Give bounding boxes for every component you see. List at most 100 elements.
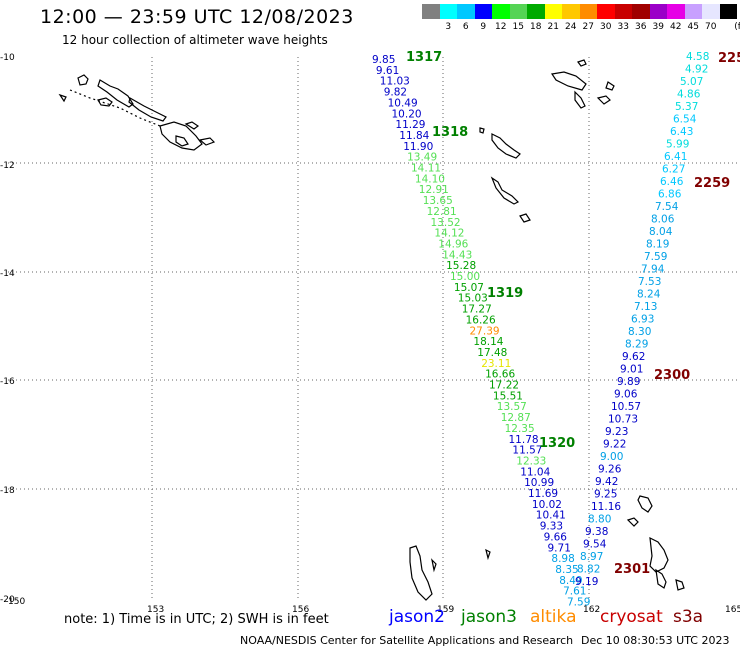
scale-label: 9 xyxy=(480,22,487,32)
track-1317-value: 18.14 xyxy=(473,336,503,348)
x-tick-label: 156 xyxy=(292,605,309,615)
track-1317-value: 9.61 xyxy=(376,65,399,77)
track-2259-value: 9.01 xyxy=(620,364,643,376)
mission-jason2: jason2 xyxy=(389,607,445,627)
track-2259-value: 8.29 xyxy=(625,339,648,351)
mission-cryosat: cryosat xyxy=(600,607,663,627)
scale-swatch xyxy=(649,4,667,19)
scale-unit: (ft) xyxy=(734,22,740,32)
track-1317-value: 15.07 xyxy=(454,282,484,294)
scale-swatch xyxy=(614,4,632,19)
scale-label: 42 xyxy=(670,22,682,32)
scale-swatch xyxy=(667,4,685,19)
track-1317-value: 9.66 xyxy=(544,531,568,543)
scale-swatch xyxy=(474,4,492,19)
track-1317-value: 11.69 xyxy=(528,488,558,500)
coastline-solomon-3 xyxy=(97,97,113,107)
track-1317-value: 13.57 xyxy=(497,401,527,413)
track-1317-value: 23.11 xyxy=(481,358,511,370)
track-1317-value: 13.65 xyxy=(423,195,453,207)
track-2259-value: 7.54 xyxy=(655,201,679,213)
track-2259-value: 9.06 xyxy=(614,389,638,401)
track-2259-value: 6.54 xyxy=(673,114,697,126)
scale-label: 30 xyxy=(600,22,612,32)
track-1317-value: 14.96 xyxy=(438,238,468,250)
scale-label: 39 xyxy=(652,22,664,32)
pass-label: 2301 xyxy=(614,562,650,577)
track-1317-value: 8.98 xyxy=(551,553,574,565)
track-1317-value: 10.99 xyxy=(524,477,554,489)
track-1317-value: 15.51 xyxy=(493,390,523,402)
coastline-vanuatu-5 xyxy=(577,59,587,67)
track-2259-value: 9.22 xyxy=(603,439,626,451)
scale-swatch xyxy=(457,4,475,19)
track-2259-value: 8.30 xyxy=(628,326,651,338)
coastline-vanuatu-4 xyxy=(605,81,615,91)
scale-label: 3 xyxy=(445,22,452,32)
coastline-island-4 xyxy=(519,213,531,223)
scale-swatch xyxy=(632,4,650,19)
track-1317-value: 12.87 xyxy=(501,412,531,424)
track-2259-value: 4.92 xyxy=(685,64,708,76)
track-2259-value: 9.00 xyxy=(600,451,623,463)
track-2259-value: 9.23 xyxy=(605,426,628,438)
track-1317-value: 13.49 xyxy=(407,152,437,164)
coastline-australia-3 xyxy=(485,548,491,561)
track-2259-value: 9.25 xyxy=(594,489,617,501)
scale-swatch xyxy=(439,4,457,19)
scale-swatch xyxy=(527,4,545,19)
track-1317-value: 7.59 xyxy=(567,597,590,609)
coastline-dotted-chain xyxy=(69,89,161,127)
footer-credit: NOAA/NESDIS Center for Satellite Applica… xyxy=(240,634,574,647)
coastline-solomon-9 xyxy=(58,93,67,103)
altimeter-tracks: 9.859.6111.039.8210.4910.2011.2911.8411.… xyxy=(372,51,709,609)
scale-label: 15 xyxy=(512,22,524,32)
track-1317-value: 11.29 xyxy=(395,119,425,131)
pass-labels: 1317 1318 1319 1320 2259 2300 2301 225 xyxy=(406,50,740,577)
track-1317-value: 11.90 xyxy=(403,141,433,153)
track-1317-value: 10.49 xyxy=(388,97,418,109)
coastline-solomon-8 xyxy=(184,121,200,130)
track-2259-value: 9.19 xyxy=(575,576,598,588)
mission-jason3: jason3 xyxy=(461,607,517,627)
track-1317-value: 9.71 xyxy=(548,542,571,554)
track-1317-value: 14.43 xyxy=(442,249,472,261)
scale-label: 27 xyxy=(582,22,594,32)
track-1317-value: 9.85 xyxy=(372,54,395,66)
track-1317-value: 8.35 xyxy=(555,564,578,576)
track-2259-value: 9.62 xyxy=(622,351,645,363)
scale-label: 45 xyxy=(687,22,699,32)
y-tick-label: -16 xyxy=(0,377,15,387)
track-1317-value: 12.35 xyxy=(505,423,535,435)
map-grid: 150 153 156 159 162 165 -10 -12 -14 -16 -18 -20 xyxy=(0,53,740,615)
scale-label: 24 xyxy=(565,22,577,32)
track-1317-value: 13.52 xyxy=(431,217,461,229)
page-title: 12:00 — 23:59 UTC 12/08/2023 xyxy=(40,6,354,28)
pass-label: 1320 xyxy=(539,436,575,451)
track-1317-value: 15.28 xyxy=(446,260,476,272)
coastline-australia-1 xyxy=(409,545,433,601)
track-1317-value: 15.00 xyxy=(450,271,480,283)
track-2259-value: 8.06 xyxy=(651,214,675,226)
track-2259-value: 8.24 xyxy=(637,289,661,301)
track-2259-value: 9.42 xyxy=(595,476,618,488)
coastline-australia-4 xyxy=(637,495,653,513)
x-tick-label: 153 xyxy=(147,605,164,615)
coastline-australia-2 xyxy=(431,558,437,573)
scale-label: 33 xyxy=(617,22,629,32)
track-2259-value: 8.19 xyxy=(646,239,669,251)
track-1317-value: 12.81 xyxy=(427,206,457,218)
scale-swatch xyxy=(702,4,720,19)
x-tick-label: 165 xyxy=(725,605,740,615)
track-1317-value: 17.22 xyxy=(489,380,519,392)
coastline-island-3 xyxy=(490,176,520,205)
scale-label: 21 xyxy=(547,22,559,32)
coastline-island-2 xyxy=(491,133,521,159)
track-1317-value: 14.12 xyxy=(434,228,464,240)
track-1317-value: 11.04 xyxy=(520,466,550,478)
pass-label: 1319 xyxy=(487,286,523,301)
scale-label: 12 xyxy=(495,22,507,32)
track-1317-value: 11.78 xyxy=(509,434,539,446)
